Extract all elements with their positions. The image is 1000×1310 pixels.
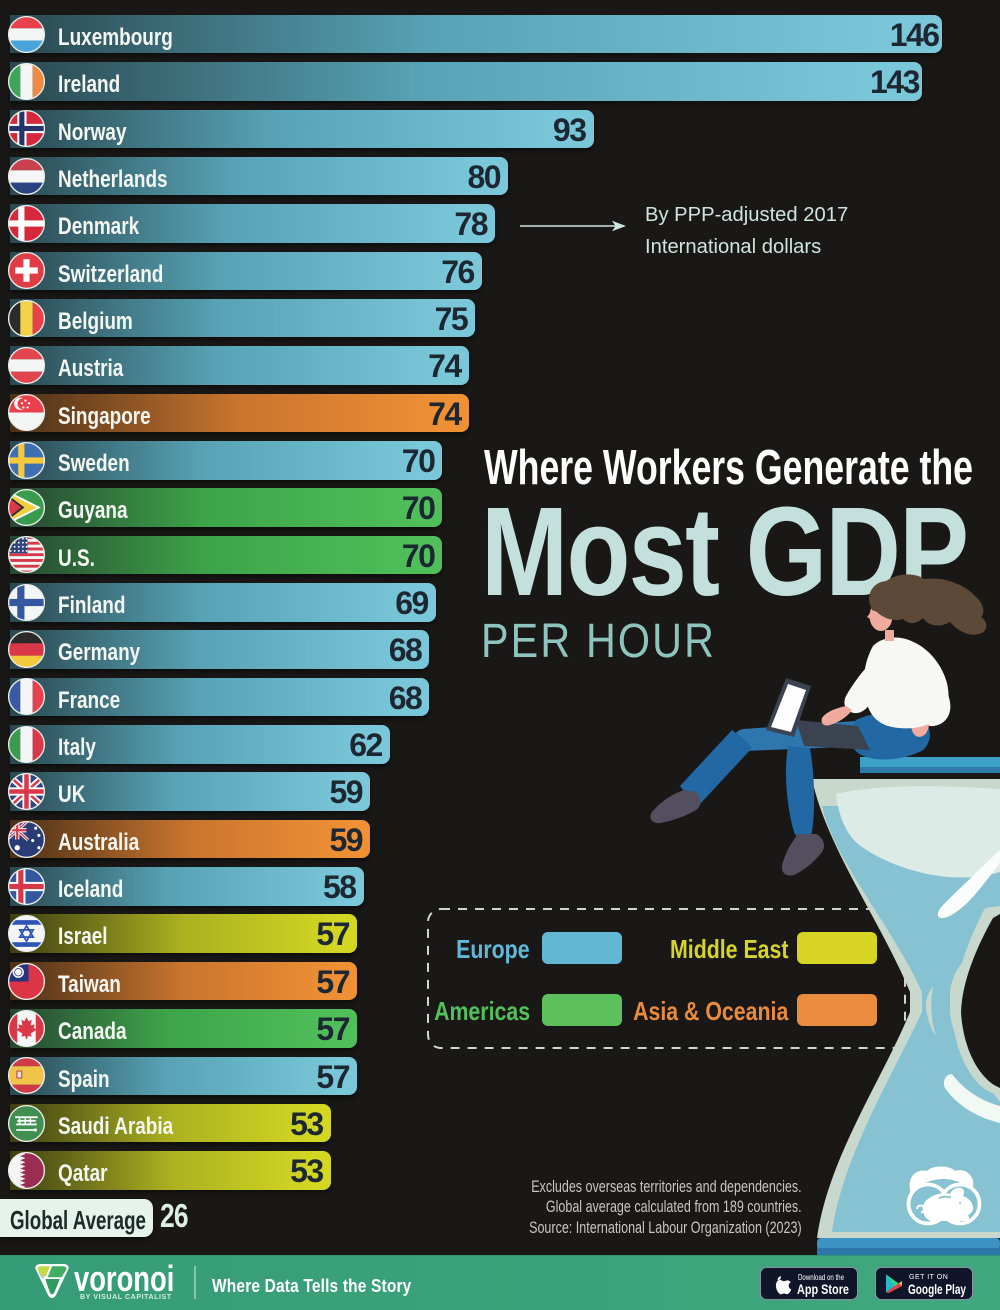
svg-text:Download on the: Download on the (798, 1273, 844, 1282)
svg-text:GET IT ON: GET IT ON (909, 1274, 948, 1281)
svg-text:App Store: App Store (797, 1282, 849, 1297)
svg-text:Google Play: Google Play (908, 1282, 966, 1297)
